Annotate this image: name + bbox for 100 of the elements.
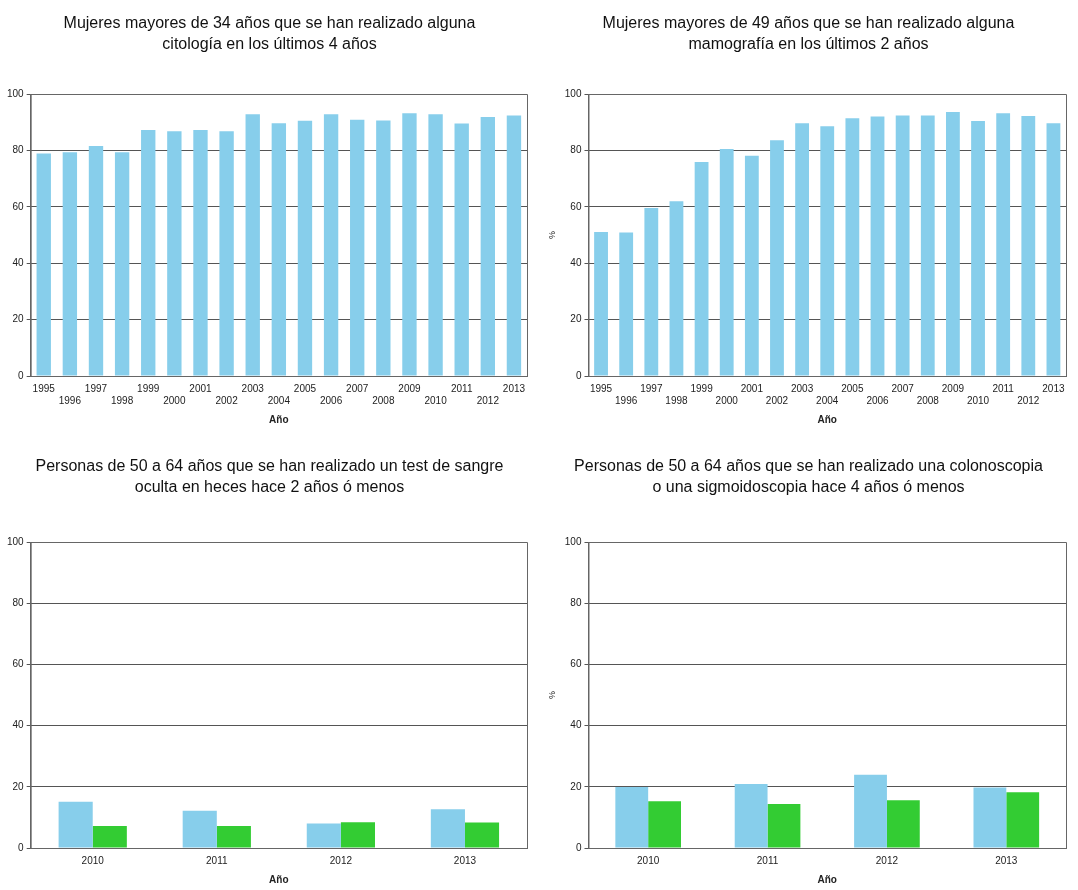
bar bbox=[767, 803, 801, 848]
bar bbox=[62, 152, 78, 376]
x-tick-label: 2006 bbox=[866, 394, 890, 406]
bar bbox=[870, 116, 885, 376]
bar bbox=[845, 118, 860, 376]
x-tick-label: 2003 bbox=[790, 382, 814, 394]
y-tick-label: 100 bbox=[564, 535, 582, 547]
bar bbox=[88, 145, 104, 376]
x-tick-label: 2012 bbox=[329, 854, 353, 866]
y-tick-label: 20 bbox=[570, 313, 582, 325]
bar bbox=[795, 123, 810, 376]
bar bbox=[886, 800, 920, 848]
x-tick-label: 1996 bbox=[615, 394, 638, 406]
x-tick-label: 1999 bbox=[690, 382, 714, 394]
y-axis-title: % bbox=[546, 230, 557, 240]
bar bbox=[306, 823, 341, 848]
y-tick-label: 40 bbox=[570, 256, 582, 268]
bar bbox=[428, 114, 443, 376]
x-tick-label: 2004 bbox=[816, 394, 839, 406]
x-axis-title: Año bbox=[269, 873, 289, 885]
y-tick-label: 0 bbox=[18, 369, 25, 381]
y-tick-label: 0 bbox=[575, 369, 582, 381]
bar bbox=[719, 148, 734, 376]
x-tick-label: 2013 bbox=[995, 854, 1018, 866]
x-tick-label: 1995 bbox=[32, 382, 56, 394]
bar bbox=[193, 130, 208, 376]
bar bbox=[694, 161, 709, 376]
bar bbox=[1021, 116, 1036, 376]
y-tick-label: 0 bbox=[18, 841, 25, 853]
chart-title: Personas de 50 a 64 años que se han realizado una colonoscopia o una sigmoidoscopia hace 4 años ó menos bbox=[573, 456, 1044, 497]
bar bbox=[734, 784, 768, 848]
bar bbox=[430, 809, 465, 848]
x-tick-label: 2012 bbox=[1017, 394, 1040, 406]
x-tick-label: 1997 bbox=[640, 382, 663, 394]
x-tick-label: 2011 bbox=[992, 382, 1015, 394]
y-axis-title: % bbox=[546, 690, 557, 700]
y-tick-label: 40 bbox=[12, 719, 25, 731]
bar bbox=[669, 201, 684, 376]
y-tick-label: 60 bbox=[570, 200, 582, 212]
x-tick-label: 2012 bbox=[476, 394, 500, 406]
bar bbox=[996, 113, 1011, 376]
chart-title: Mujeres mayores de 49 años que se han realizado alguna mamografía en los últimos 2 años bbox=[601, 13, 1016, 54]
y-tick-label: 100 bbox=[7, 87, 25, 99]
x-tick-label: 2001 bbox=[740, 382, 764, 394]
x-axis-title: Año bbox=[817, 413, 837, 425]
x-axis-title: Año bbox=[817, 873, 837, 885]
bar bbox=[1006, 792, 1040, 848]
bar bbox=[920, 115, 935, 376]
x-tick-label: 2004 bbox=[267, 394, 291, 406]
bar bbox=[945, 112, 960, 376]
x-tick-label: 1997 bbox=[84, 382, 108, 394]
x-tick-label: 1999 bbox=[137, 382, 160, 394]
x-tick-label: 2010 bbox=[424, 394, 448, 406]
bar bbox=[340, 822, 375, 848]
x-tick-label: 2003 bbox=[241, 382, 265, 394]
x-tick-label: 2008 bbox=[372, 394, 395, 406]
y-tick-label: 20 bbox=[12, 313, 25, 325]
bar bbox=[1046, 123, 1061, 376]
bar bbox=[615, 787, 649, 848]
bar bbox=[297, 120, 313, 376]
bar bbox=[744, 155, 759, 376]
bar bbox=[619, 232, 634, 376]
y-tick-label: 60 bbox=[570, 658, 582, 670]
bar bbox=[92, 825, 127, 848]
y-tick-label: 80 bbox=[570, 596, 582, 608]
y-tick-label: 100 bbox=[564, 87, 582, 99]
bar bbox=[480, 117, 495, 376]
y-tick-label: 20 bbox=[12, 780, 25, 792]
y-tick-label: 80 bbox=[12, 596, 25, 608]
bar bbox=[454, 123, 469, 376]
bar bbox=[971, 121, 985, 376]
bar bbox=[973, 787, 1007, 848]
x-tick-label: 2012 bbox=[875, 854, 899, 866]
bar bbox=[820, 126, 835, 376]
bar bbox=[895, 115, 910, 376]
x-tick-label: 2013 bbox=[1042, 382, 1065, 394]
y-tick-label: 60 bbox=[12, 658, 25, 670]
y-tick-label: 20 bbox=[570, 780, 582, 792]
y-tick-label: 80 bbox=[570, 144, 582, 156]
bar bbox=[245, 114, 260, 376]
bar bbox=[167, 131, 182, 376]
x-tick-label: 2002 bbox=[215, 394, 239, 406]
x-tick-label: 2010 bbox=[637, 854, 660, 866]
x-tick-label: 1998 bbox=[110, 394, 134, 406]
x-tick-label: 1996 bbox=[58, 394, 82, 406]
x-tick-label: 2001 bbox=[189, 382, 213, 394]
x-tick-label: 2011 bbox=[206, 854, 228, 866]
bar bbox=[644, 207, 659, 376]
y-tick-label: 100 bbox=[7, 535, 25, 547]
x-tick-label: 2013 bbox=[453, 854, 477, 866]
y-tick-label: 80 bbox=[12, 144, 25, 156]
bar bbox=[141, 130, 156, 376]
bar bbox=[271, 123, 287, 376]
x-tick-label: 2008 bbox=[916, 394, 940, 406]
x-tick-label: 2013 bbox=[502, 382, 526, 394]
chart-title: Mujeres mayores de 34 años que se han realizado alguna citología en los últimos 4 años bbox=[62, 13, 477, 54]
y-tick-label: 0 bbox=[575, 841, 582, 853]
x-tick-label: 2005 bbox=[841, 382, 864, 394]
x-tick-label: 2011 bbox=[756, 854, 779, 866]
bar bbox=[58, 801, 93, 848]
